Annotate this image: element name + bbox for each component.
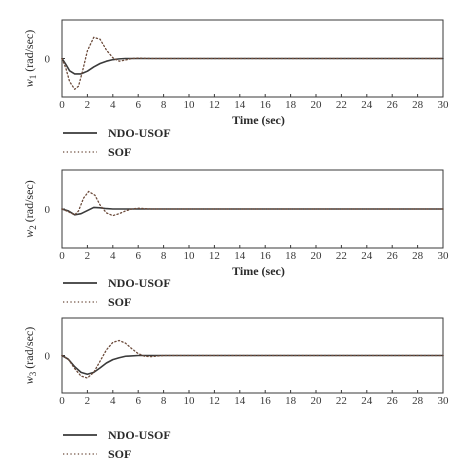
x-tick-label: 14 [234,99,246,111]
x-tick-label: 20 [311,395,323,407]
x-tick-label: 18 [285,250,297,262]
y-axis-subscript: 2 [28,225,38,230]
x-tick-label: 22 [336,250,347,262]
y-axis-variable: w [22,230,36,238]
x-tick-label: 20 [311,250,323,262]
x-axis-title: Time (sec) [232,264,285,278]
x-tick-label: 2 [85,99,91,111]
x-tick-label: 26 [387,99,399,111]
x-tick-label: 0 [59,99,65,111]
x-tick-label: 10 [184,99,196,111]
y-axis-unit: (rad/sec) [22,30,36,75]
x-tick-label: 14 [234,250,246,262]
x-tick-label: 26 [387,395,399,407]
legend: NDO-USOF SOF [63,126,171,159]
x-tick-label: 8 [161,99,167,111]
x-tick-label: 2 [85,250,91,262]
y-axis-subscript: 3 [28,371,38,376]
legend-label: NDO-USOF [108,276,171,290]
x-tick-label: 0 [59,395,65,407]
x-axis-title: Time (sec) [232,113,285,127]
x-tick-label: 20 [311,99,323,111]
x-tick-label: 4 [110,395,116,407]
legend: NDO-USOF SOF [63,428,171,461]
y-axis-label: w3 (rad/sec) [22,327,38,385]
x-tick-label: 22 [336,395,347,407]
x-tick-label: 12 [209,395,220,407]
y-axis-unit: (rad/sec) [22,180,36,225]
series-line-sof [61,36,444,90]
legend-label: SOF [108,145,131,159]
legend-label: SOF [108,295,131,309]
x-tick-label: 10 [184,250,196,262]
x-tick-label: 6 [135,250,141,262]
x-tick-label: 12 [209,99,220,111]
x-tick-label: 6 [135,395,141,407]
y-axis-label: w2 (rad/sec) [22,180,38,238]
series-line-ndo-usof [61,354,444,376]
x-tick-label: 8 [161,395,167,407]
y-axis-variable: w [22,376,36,384]
x-tick-label: 24 [361,250,373,262]
legend: NDO-USOF SOF [63,276,171,309]
y-tick-label: 0 [45,204,51,216]
series-line-sof [61,339,444,379]
y-tick-label: 0 [45,351,51,363]
x-tick-label: 8 [161,250,167,262]
x-tick-label: 16 [260,250,272,262]
x-tick-label: 16 [260,99,272,111]
x-tick-label: 10 [184,395,196,407]
legend-label: NDO-USOF [108,428,171,442]
x-tick-label: 6 [135,99,141,111]
y-axis-unit: (rad/sec) [22,327,36,372]
x-tick-label: 30 [438,99,450,111]
x-tick-label: 2 [85,395,91,407]
legend-label: NDO-USOF [108,126,171,140]
x-tick-label: 4 [110,99,116,111]
x-tick-label: 18 [285,395,297,407]
legend-label: SOF [108,447,131,461]
x-tick-label: 18 [285,99,297,111]
x-tick-label: 16 [260,395,272,407]
x-tick-label: 28 [412,99,424,111]
x-tick-label: 22 [336,99,347,111]
x-tick-label: 0 [59,250,65,262]
x-tick-label: 14 [234,395,246,407]
x-tick-label: 24 [361,395,373,407]
x-tick-label: 26 [387,250,399,262]
x-tick-label: 28 [412,395,424,407]
series-line-sof [61,190,444,217]
x-tick-label: 28 [412,250,424,262]
y-tick-label: 0 [45,54,51,66]
x-tick-label: 12 [209,250,220,262]
x-tick-label: 30 [438,395,450,407]
y-axis-subscript: 1 [28,75,38,80]
x-tick-label: 30 [438,250,450,262]
x-tick-label: 4 [110,250,116,262]
y-axis-variable: w [22,79,36,87]
x-tick-label: 24 [361,99,373,111]
y-axis-label: w1 (rad/sec) [22,30,38,88]
